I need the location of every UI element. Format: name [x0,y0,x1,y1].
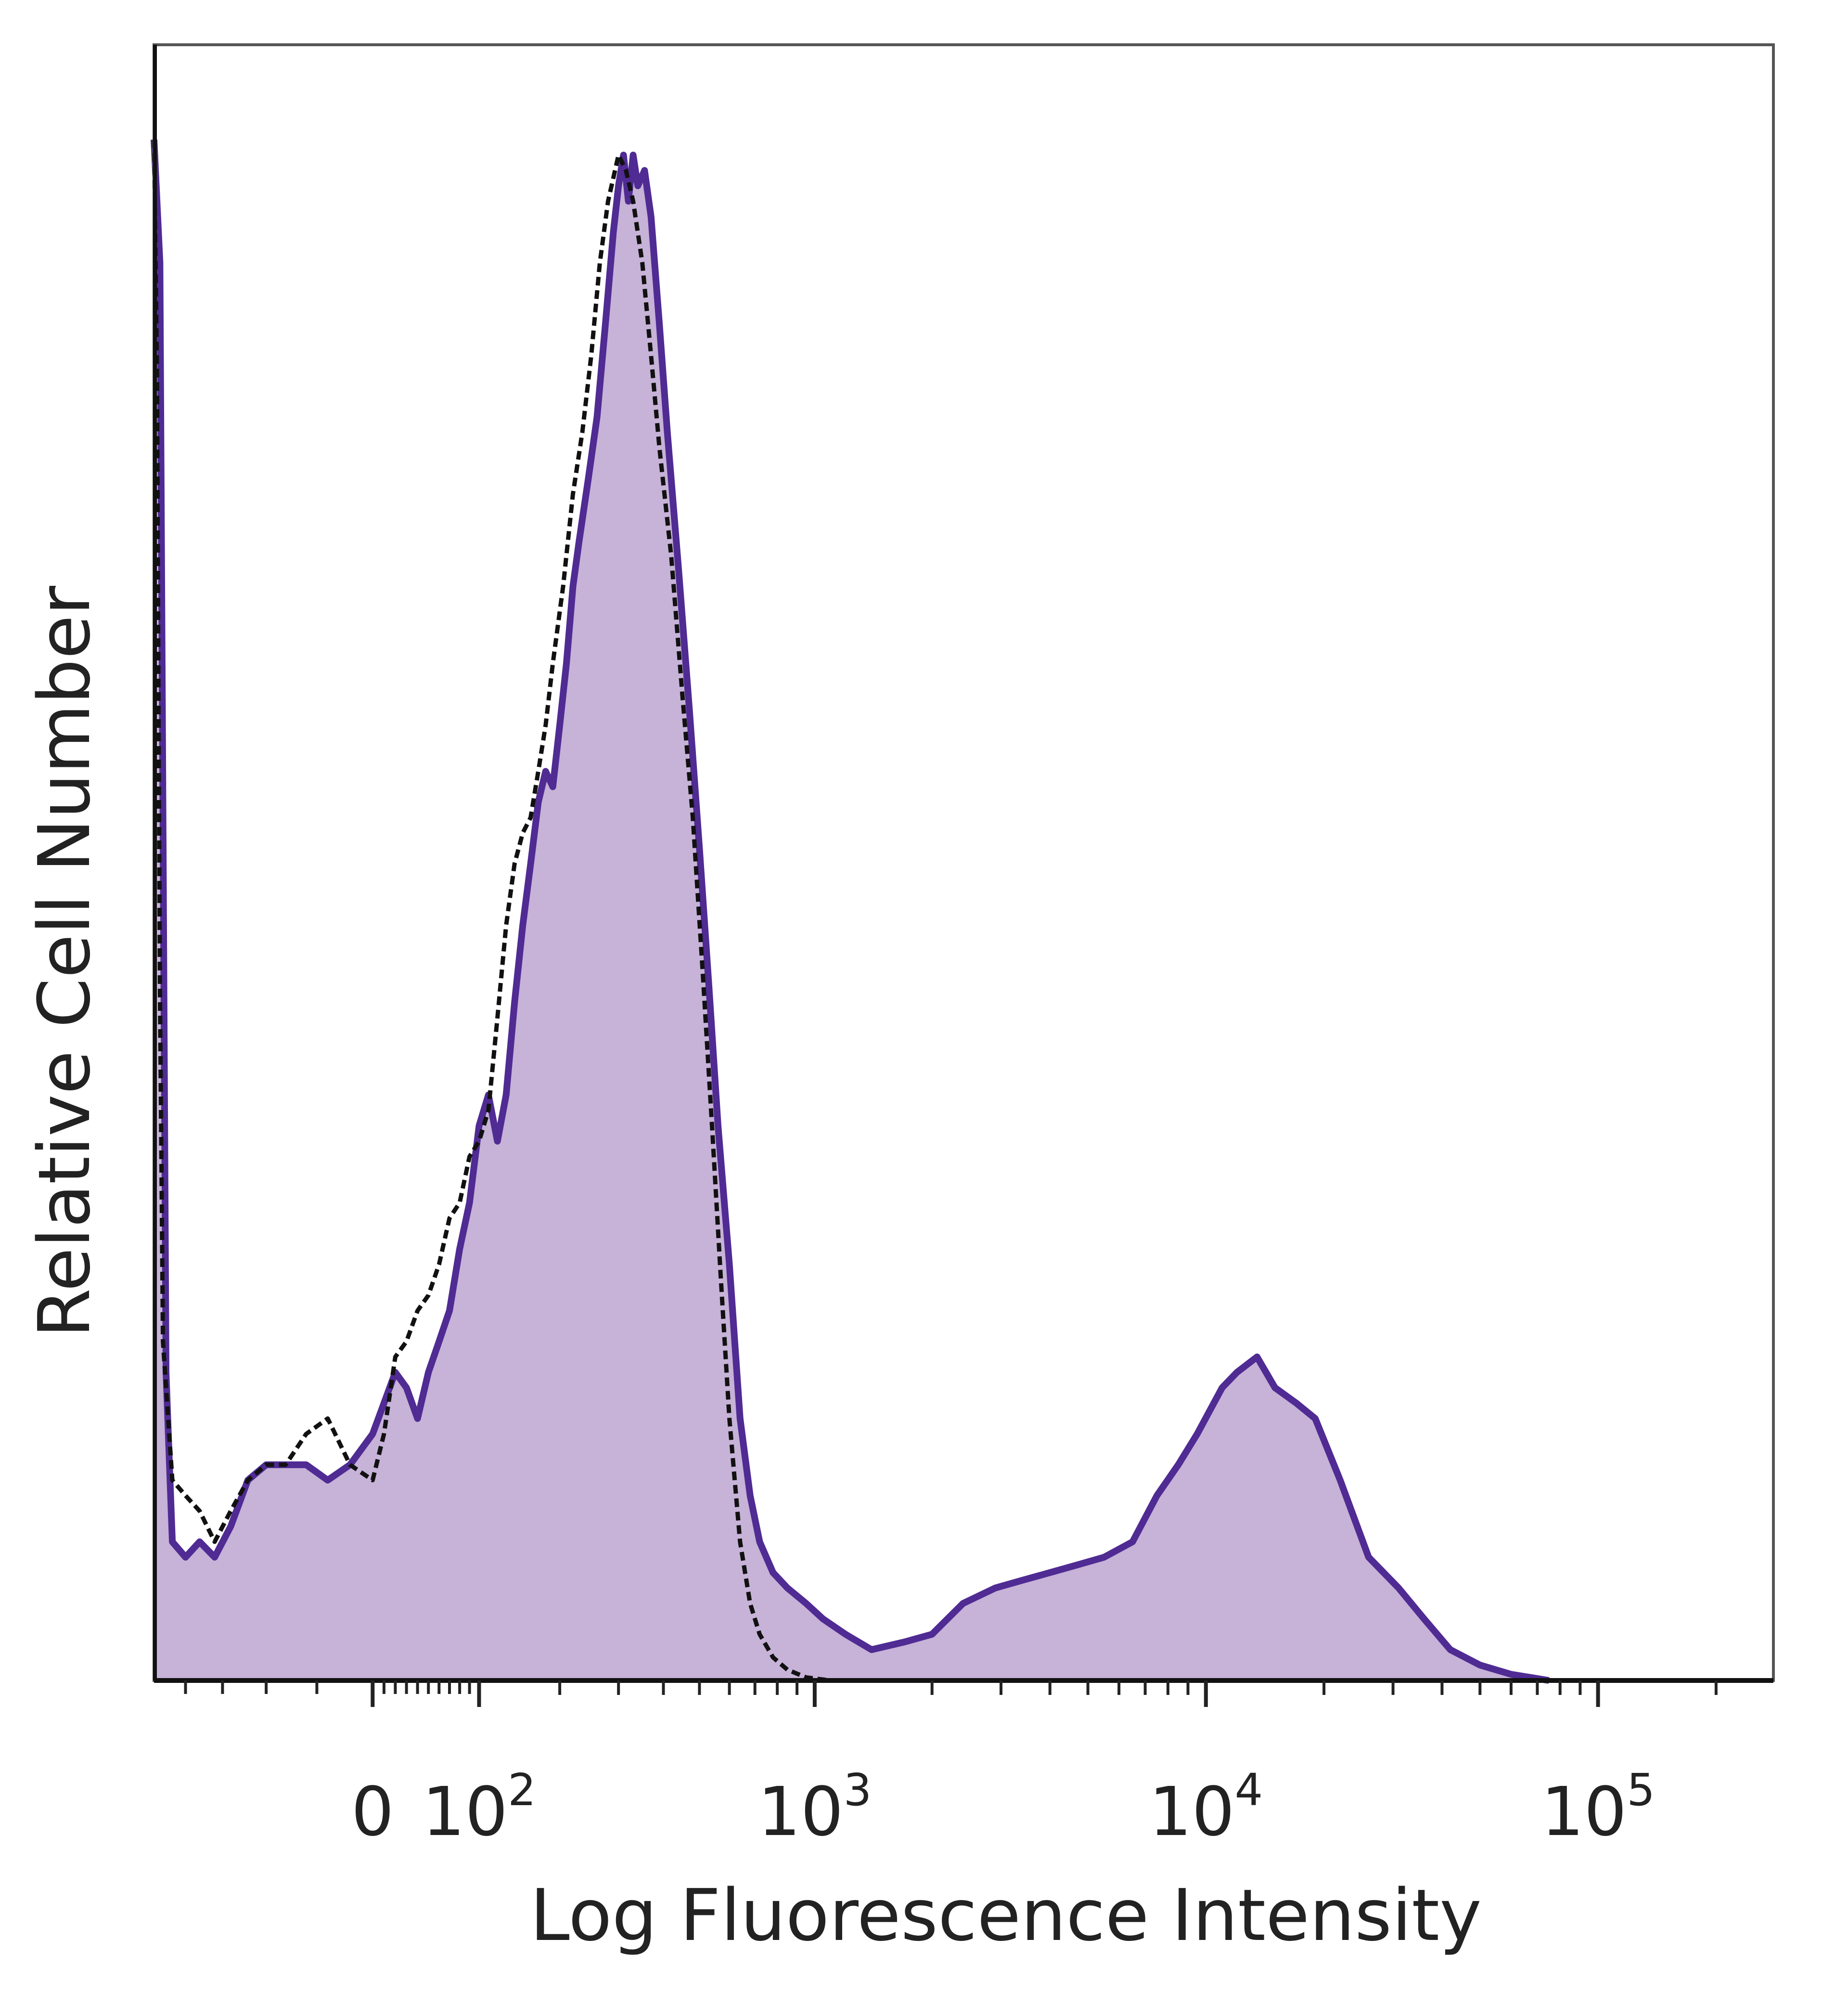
x-tick-label: 104 [1149,1764,1263,1851]
x-tick-label: 103 [758,1764,872,1851]
x-tick-label-exponent: 3 [844,1764,872,1816]
x-tick-label: 102 [422,1764,536,1851]
series-0-line [151,139,1550,1684]
x-tick-label: 105 [1541,1764,1655,1851]
x-axis-title: Log Fluorescence Intensity [530,1874,1482,1957]
x-tick-label-exponent: 5 [1627,1764,1655,1816]
x-tick-layer: 0 102 103 104 105 [184,1680,1718,1851]
series-layer [151,139,1550,1684]
x-tick-label: 0 [351,1773,394,1851]
series-0-area [154,140,1549,1680]
x-tick-label-exponent: 2 [508,1764,536,1816]
x-tick-label-exponent: 4 [1235,1764,1263,1816]
y-axis-title: Relative Cell Number [23,586,106,1338]
series-1-line [152,139,831,1683]
